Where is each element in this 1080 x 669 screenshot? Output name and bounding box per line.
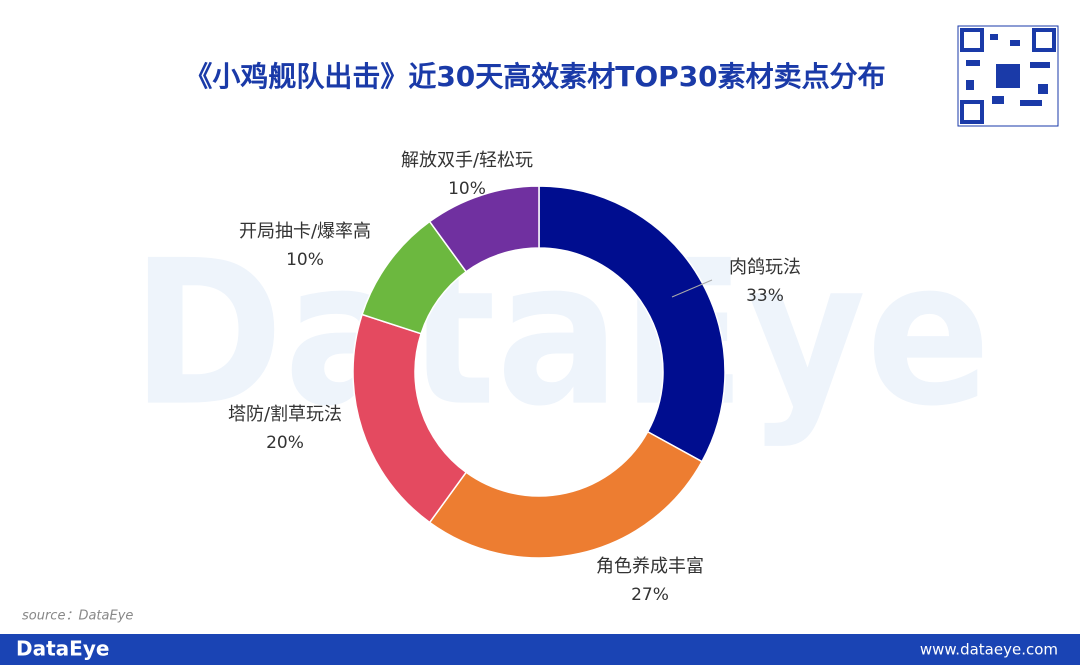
slice-label: 角色养成丰富 <box>596 556 704 577</box>
slice-value-label: 10% <box>286 250 324 270</box>
slice-label: 解放双手/轻松玩 <box>401 150 533 171</box>
slice-label: 肉鸽玩法 <box>729 257 801 278</box>
slice-value-label: 27% <box>631 585 669 605</box>
slice-label: 开局抽卡/爆率高 <box>239 221 371 242</box>
footer-bar <box>0 634 1080 665</box>
qr-code <box>957 25 1059 127</box>
slice-label: 塔防/割草玩法 <box>228 404 342 425</box>
slice-value-label: 10% <box>448 179 486 199</box>
slice-value-label: 33% <box>746 286 784 306</box>
footer-brand: DataEye <box>16 637 109 661</box>
source: source：DataEye <box>22 609 133 624</box>
chart-title: 《小鸡舰队出击》近30天高效素材TOP30素材卖点分布 <box>184 60 885 93</box>
leader-line <box>671 279 713 298</box>
donut-slice <box>428 430 704 559</box>
slice-value-label: 20% <box>266 433 304 453</box>
footer-url: www.dataeye.com <box>920 641 1058 659</box>
donut-slice <box>538 185 726 463</box>
donut-slice <box>428 185 540 273</box>
watermark: DataEye <box>131 218 991 451</box>
